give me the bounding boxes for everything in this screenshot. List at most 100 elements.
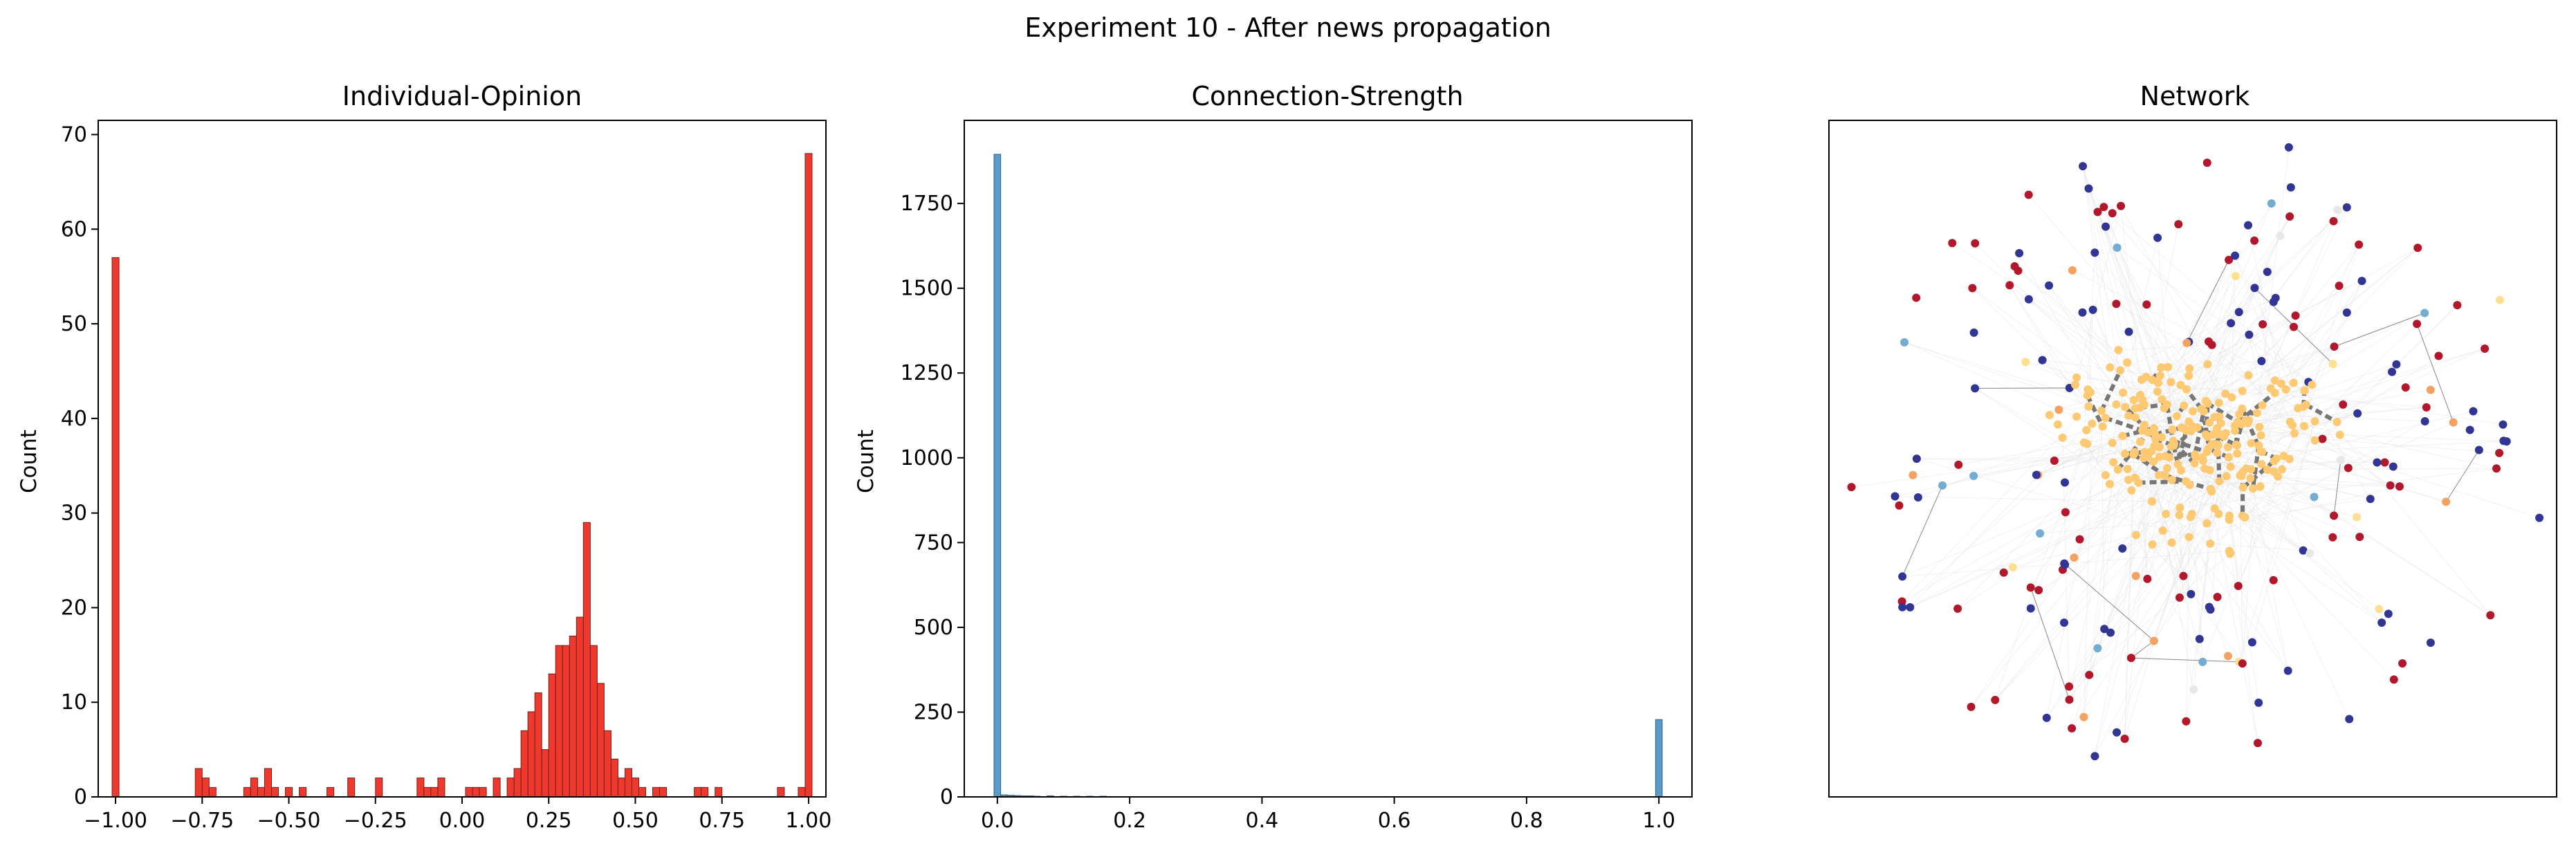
p1-bar [569, 635, 577, 798]
p1-bar [208, 787, 217, 798]
network-node [1953, 604, 1962, 613]
network-faint-edge [1910, 481, 2187, 608]
network-node [2492, 464, 2501, 473]
network-faint-edge [2072, 270, 2305, 392]
network-node [2131, 413, 2140, 422]
network-faint-edge [2210, 421, 2425, 544]
network-node [1912, 293, 1921, 302]
network-node [2285, 212, 2294, 221]
network-thin-edge [2063, 563, 2155, 641]
network-node [2277, 465, 2286, 474]
network-node [2113, 728, 2122, 737]
network-node [2173, 459, 2182, 468]
network-node [2034, 586, 2043, 595]
network-faint-edge [2088, 188, 2295, 434]
network-faint-edge [1957, 423, 2242, 609]
network-node [2234, 582, 2243, 591]
network-node [2202, 158, 2211, 167]
network-faint-edge [2086, 443, 2203, 663]
network-faint-edge [1895, 496, 2152, 502]
network-node [2420, 309, 2429, 318]
network-node [2060, 618, 2069, 627]
network-node [2241, 513, 2250, 522]
network-node [2121, 449, 2130, 458]
network-node [2084, 402, 2093, 411]
p1-bar [201, 778, 210, 798]
network-node [2024, 295, 2033, 304]
network-strong-edge [2104, 416, 2144, 433]
p1-bar [548, 673, 556, 798]
p2-y-tick-label: 1250 [901, 361, 953, 385]
p2-x-tick-label: 0.0 [981, 809, 1014, 833]
network-faint-edge [2124, 203, 2272, 454]
network-node [2426, 385, 2435, 394]
network-node [2234, 308, 2243, 317]
network-node [2129, 450, 2138, 459]
p1-bar [465, 787, 473, 798]
p1-bar [493, 778, 501, 798]
network-faint-edge [2088, 400, 2135, 675]
p1-y-tick-label: 40 [61, 407, 87, 431]
network-node [2112, 400, 2121, 409]
network-node [2071, 380, 2080, 389]
network-thin-edge [2030, 587, 2070, 700]
p1-bar [534, 692, 542, 798]
network-faint-edge [2311, 280, 2362, 385]
p2-y-tick-label: 0 [940, 785, 953, 809]
network-node [2079, 162, 2088, 171]
network-faint-edge [1958, 435, 2123, 466]
network-faint-edge [2210, 543, 2303, 551]
network-node [2026, 583, 2035, 592]
network-node [2142, 300, 2151, 309]
network-faint-edge [2120, 205, 2252, 444]
network-node [2231, 251, 2240, 260]
network-node [2135, 403, 2144, 412]
network-node [2167, 538, 2176, 547]
network-node [2223, 652, 2232, 661]
network-node [1969, 328, 1978, 337]
p1-bar [520, 730, 528, 798]
network-faint-edge [2118, 344, 2212, 351]
network-faint-edge [1972, 288, 2135, 409]
network-node [2090, 248, 2099, 257]
network-node [2160, 471, 2169, 480]
network-node [1954, 460, 1963, 469]
network-node [2118, 544, 2127, 553]
network-node [2106, 628, 2115, 637]
network-node [2254, 441, 2263, 450]
p1-bar [326, 787, 335, 798]
network-node [2442, 497, 2451, 506]
network-node [2068, 266, 2077, 275]
p1-bar [423, 787, 432, 798]
p1-x-tick-label: 0.75 [699, 809, 745, 833]
network-node [2101, 414, 2110, 423]
network-node [2175, 593, 2184, 602]
p1-bar [596, 683, 605, 798]
network-faint-edge [2248, 313, 2425, 421]
network-node [2499, 420, 2508, 429]
p2-y-tick-label: 500 [914, 616, 953, 640]
network-node [2045, 410, 2054, 419]
network-thin-edge [2186, 259, 2229, 343]
network-node [2256, 482, 2265, 491]
network-node [2167, 475, 2176, 484]
network-node [2079, 438, 2088, 447]
network-strong-edge [2305, 403, 2338, 424]
network-faint-edge [2245, 404, 2344, 518]
network-node [2333, 418, 2342, 427]
network-node [2318, 434, 2327, 443]
network-node [2078, 308, 2087, 317]
network-node [2118, 432, 2127, 441]
network-node [2355, 533, 2364, 542]
network-node [2386, 481, 2395, 490]
network-node [2207, 340, 2216, 349]
network-node [2168, 425, 2177, 434]
network-node [2270, 457, 2279, 466]
network-node [2495, 295, 2504, 304]
network-node [2202, 519, 2211, 528]
p1-bar [111, 257, 120, 798]
network-node [2373, 458, 2382, 467]
network-faint-edge [2303, 425, 2391, 486]
panel2-x-axis: 0.0 0.2 0.4 0.6 0.8 1.0 [981, 797, 1675, 833]
network-node [1948, 239, 1957, 248]
